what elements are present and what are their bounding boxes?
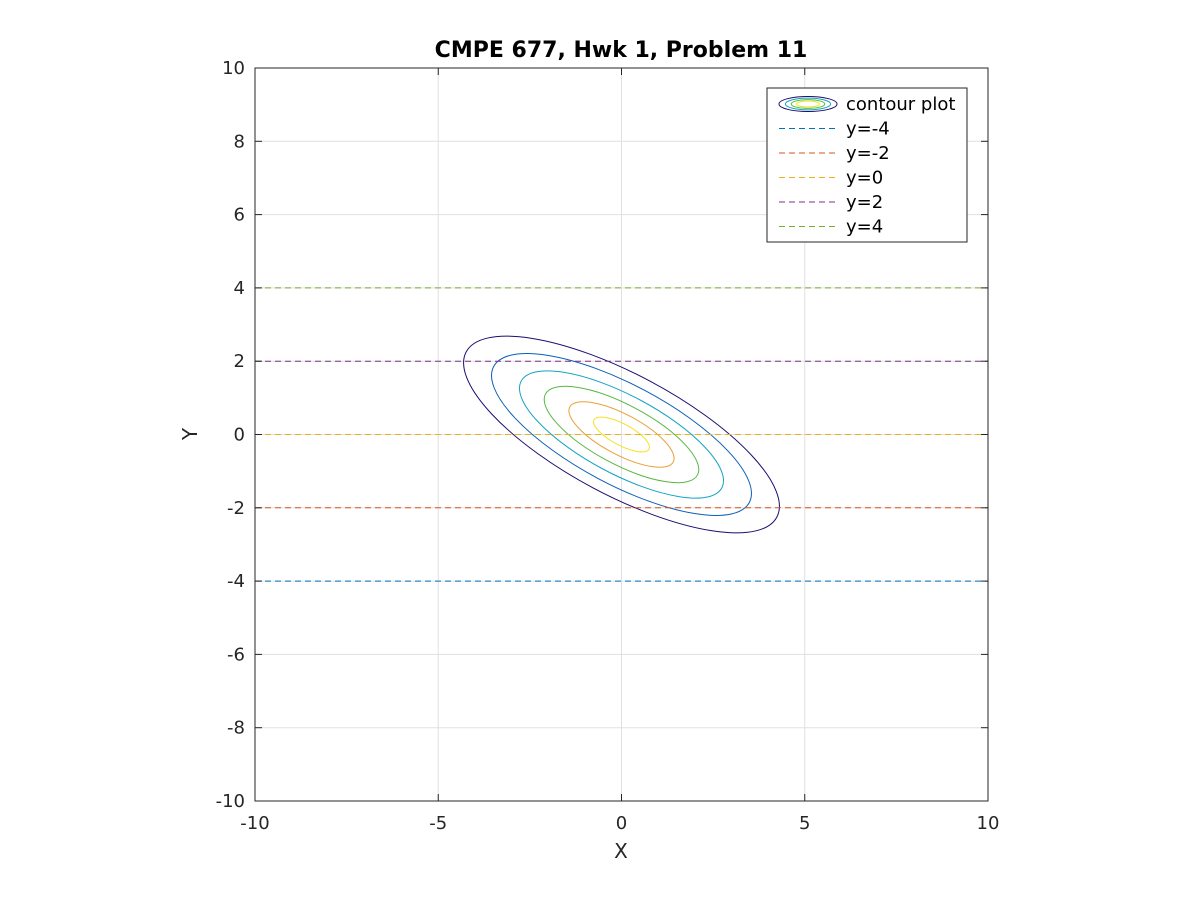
contour-ellipses bbox=[463, 335, 780, 534]
chart-title: CMPE 677, Hwk 1, Problem 11 bbox=[435, 38, 808, 63]
x-tick-label: 0 bbox=[616, 813, 627, 834]
legend-contour-swatch bbox=[778, 96, 838, 112]
y-tick-label: 10 bbox=[222, 58, 245, 79]
x-tick-label: 5 bbox=[799, 813, 810, 834]
contour-level-2 bbox=[491, 353, 752, 516]
y-tick-label: -6 bbox=[227, 644, 245, 665]
legend-box bbox=[766, 87, 968, 243]
legend-label: y=-2 bbox=[846, 143, 890, 164]
y-tick-label: -8 bbox=[227, 718, 245, 739]
y-tick-label: 2 bbox=[234, 351, 245, 372]
legend-label: y=4 bbox=[846, 217, 883, 238]
y-tick-label: -4 bbox=[227, 571, 245, 592]
y-tick-label: 6 bbox=[234, 205, 245, 226]
x-axis-label: X bbox=[614, 839, 628, 863]
legend-label: y=0 bbox=[846, 168, 883, 189]
x-tick-label: -10 bbox=[240, 813, 269, 834]
legend: contour plot y=-4 y=-2 y=0 y=2 y=4 bbox=[766, 87, 968, 243]
contour-level-1 bbox=[463, 335, 780, 534]
contour-level-3 bbox=[519, 370, 724, 499]
legend-contour-swatch bbox=[795, 100, 821, 108]
y-tick-label: 0 bbox=[234, 425, 245, 446]
x-tick-label: -5 bbox=[429, 813, 447, 834]
y-tick-label: 8 bbox=[234, 131, 245, 152]
y-axis-label: Y bbox=[178, 427, 202, 441]
legend-contour-swatch bbox=[784, 97, 832, 111]
contour-level-6 bbox=[593, 416, 650, 453]
y-tick-label: 4 bbox=[234, 278, 245, 299]
y-tick-label: -2 bbox=[227, 498, 245, 519]
contour-level-4 bbox=[543, 385, 700, 484]
y-tick-label: -10 bbox=[216, 791, 245, 812]
horizontal-lines bbox=[255, 287, 988, 582]
axis-ticks: -10 -5 0 5 10 -10 -8 -6 -4 -2 0 2 4 6 8 10 bbox=[216, 58, 1000, 834]
legend-label: contour plot bbox=[846, 94, 955, 115]
legend-label: y=2 bbox=[846, 192, 883, 213]
contour-level-5 bbox=[568, 401, 675, 468]
x-tick-label: 10 bbox=[977, 813, 1000, 834]
legend-label: y=-4 bbox=[846, 119, 890, 140]
legend-contour-swatch bbox=[790, 99, 826, 109]
